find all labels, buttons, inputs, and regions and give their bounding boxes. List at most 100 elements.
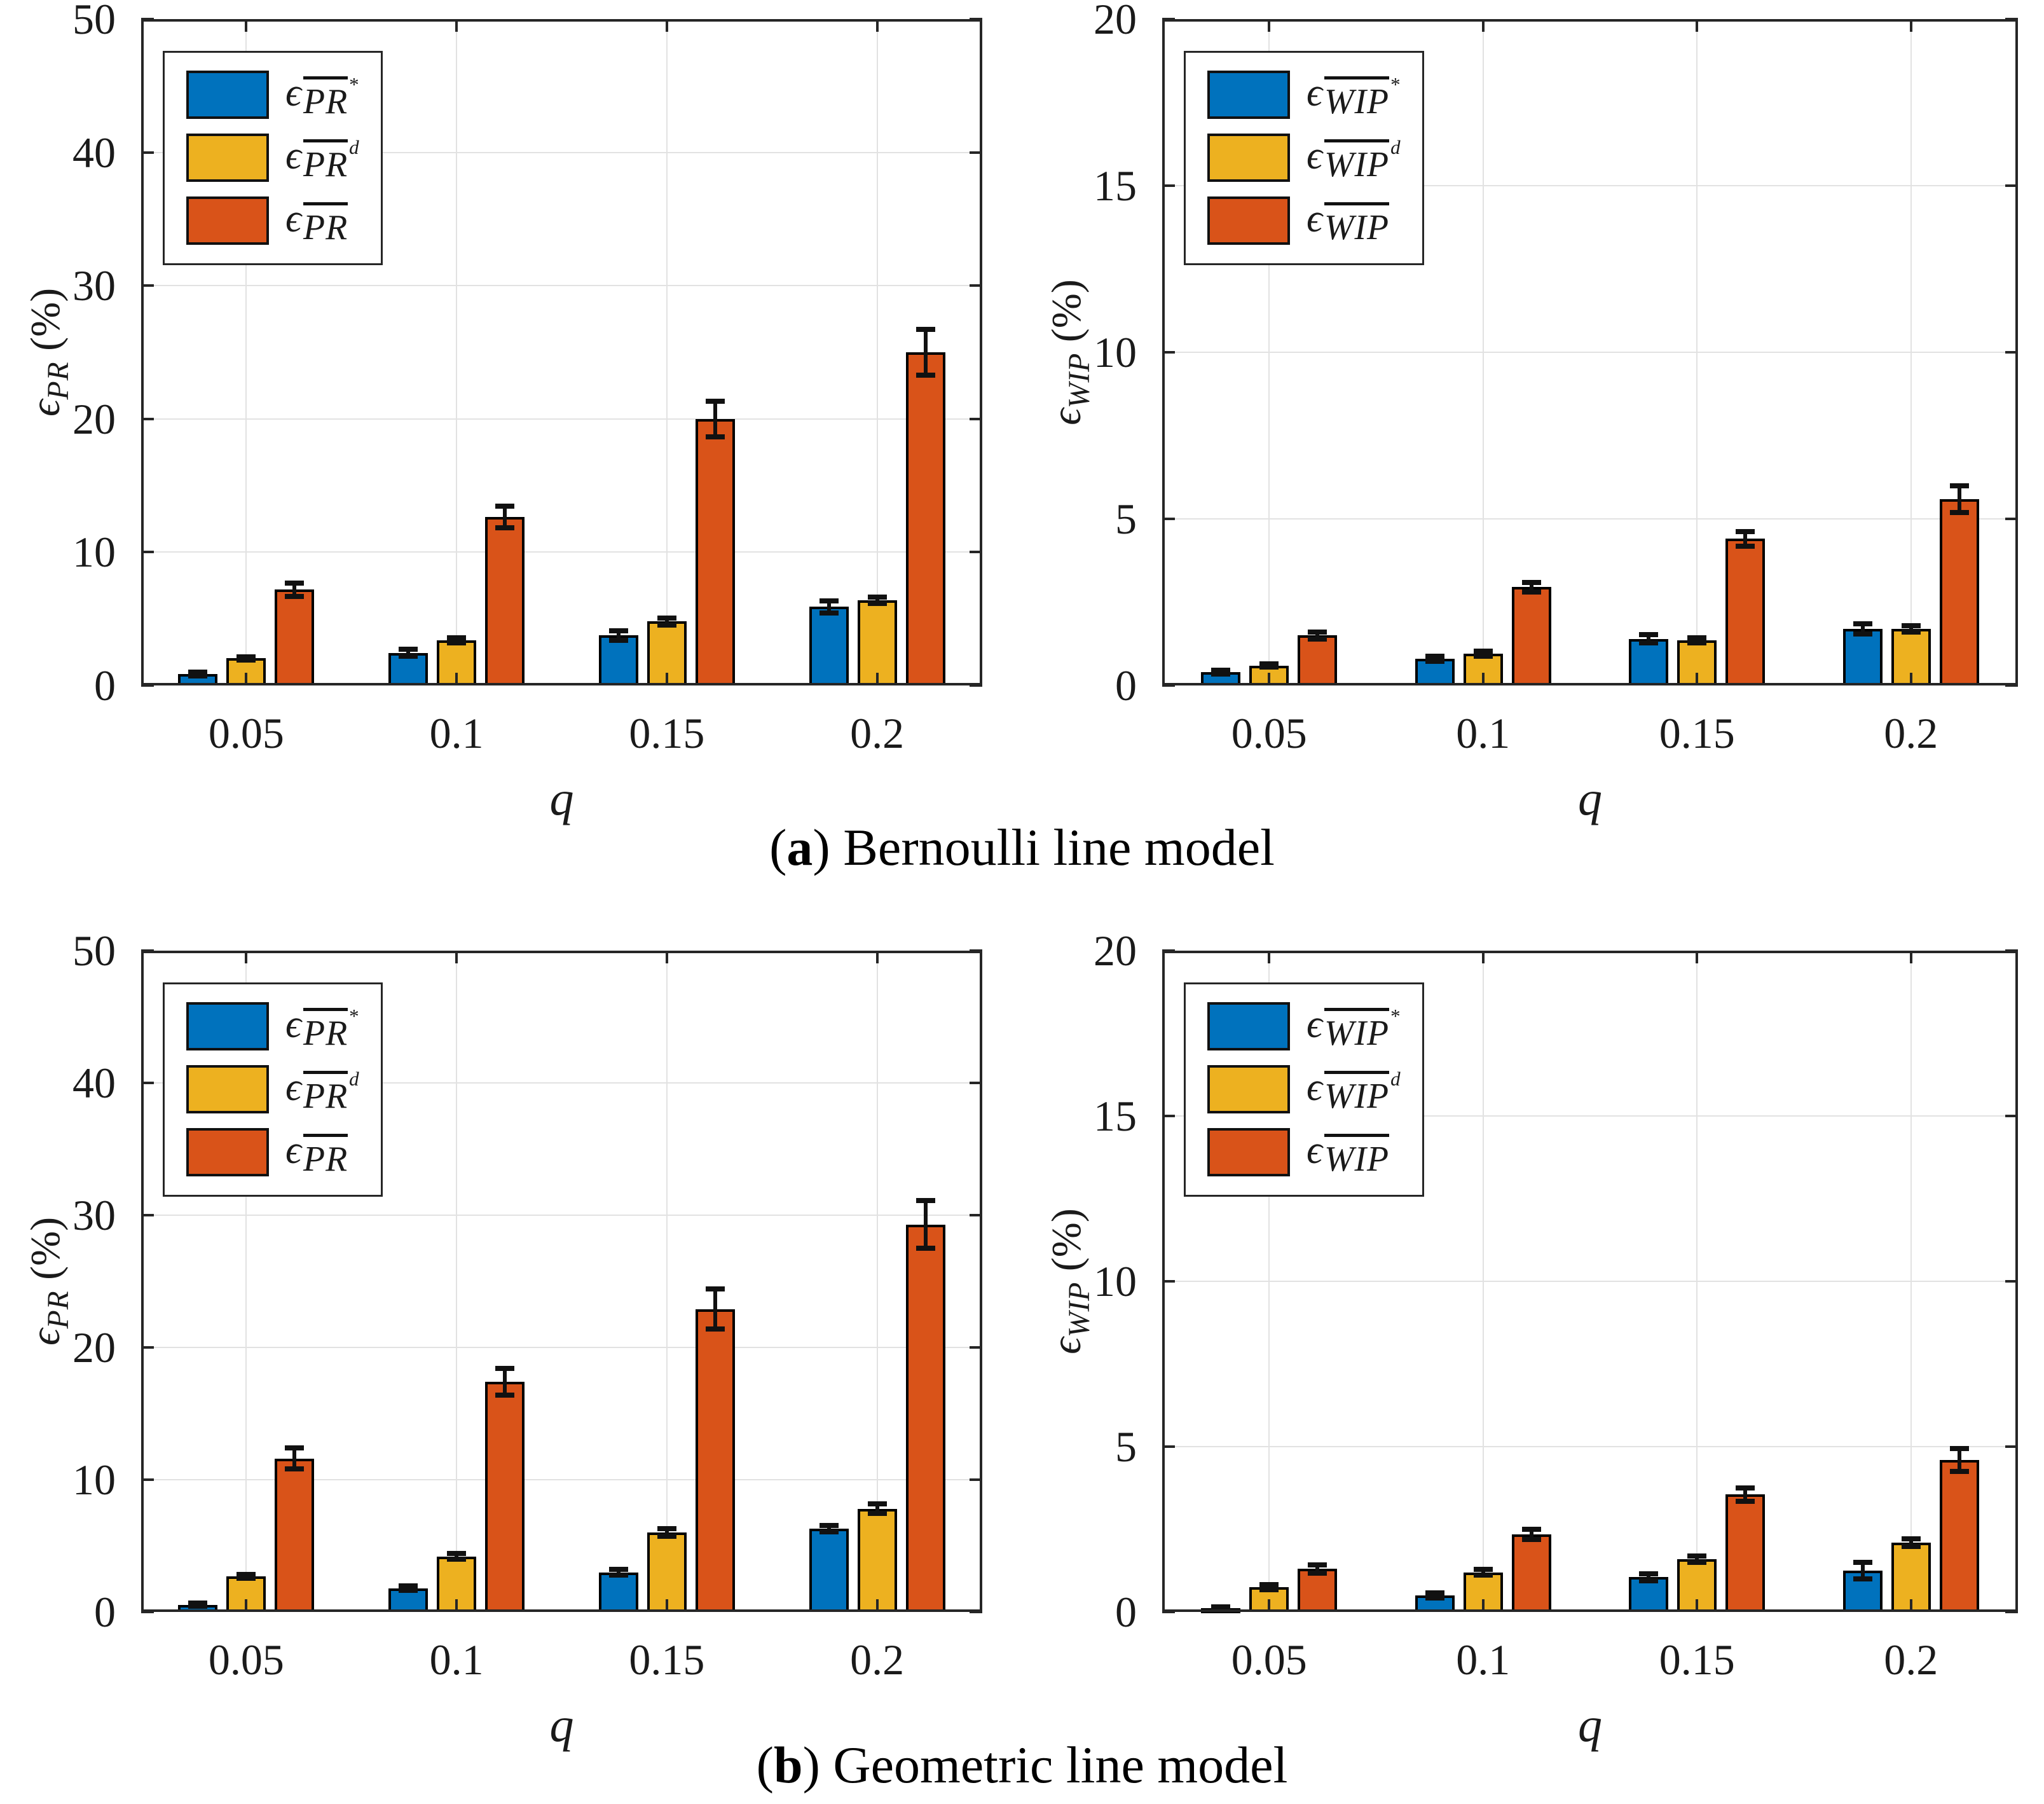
overline-subscript: WIP — [1324, 139, 1390, 184]
y-tick-label: 30 — [72, 1191, 116, 1239]
gridline-vertical — [1482, 19, 1484, 685]
error-bar-cap-bottom — [495, 1392, 515, 1398]
caption-a: (a) Bernoulli line model — [0, 816, 2044, 879]
epsilon-symbol: ϵ — [1307, 196, 1322, 240]
legend-swatch-epsilon-PR-bar — [186, 196, 269, 245]
legend-swatch-epsilon-WIP-d — [1207, 1065, 1290, 1114]
y-tick-right — [2005, 18, 2018, 20]
y-tick-right — [2005, 351, 2018, 354]
y-label-unit: (%) — [1043, 1208, 1090, 1272]
y-tick-left — [141, 1611, 154, 1613]
error-bar-cap-bottom — [1425, 1595, 1444, 1601]
bar-geometric-wip-epsilon-WIP-bar-q0.15 — [1725, 1494, 1766, 1612]
gridline-horizontal — [1162, 518, 2018, 520]
x-tick-bottom — [1268, 673, 1271, 685]
x-tick-top — [1268, 951, 1271, 963]
y-tick-left — [1162, 1115, 1175, 1117]
y-tick-right — [970, 284, 982, 287]
y-tick-right — [2005, 1445, 2018, 1448]
y-tick-label: 10 — [1094, 328, 1137, 376]
error-bar-cap-bottom — [819, 1529, 839, 1535]
epsilon-symbol: ϵ — [1307, 1003, 1322, 1046]
gridline-horizontal — [141, 551, 982, 553]
x-tick-bottom — [1481, 673, 1485, 685]
legend-label-epsilon-PR-star: ϵPR* — [285, 69, 359, 121]
epsilon-symbol: ϵ — [285, 71, 301, 114]
error-bar-cap-bottom — [447, 640, 467, 645]
y-tick-right — [970, 151, 982, 154]
error-bar-line — [664, 618, 669, 625]
bar-geometric-pr-epsilon-PR-d-q0.2 — [857, 1508, 897, 1612]
overline-subscript: PR — [303, 1071, 348, 1115]
y-tick-left — [141, 1346, 154, 1349]
error-bar-line — [1529, 582, 1533, 593]
error-bar-cap-top — [188, 670, 208, 675]
superscript: * — [349, 1004, 359, 1027]
error-bar-cap-top — [867, 594, 887, 600]
y-tick-label: 20 — [1094, 926, 1137, 975]
y-tick-right — [970, 1214, 982, 1216]
error-bar-cap-top — [447, 635, 467, 640]
x-tick-bottom — [1696, 1599, 1699, 1612]
legend-item: ϵWIP — [1207, 1127, 1401, 1178]
epsilon-symbol: ϵ — [1043, 1337, 1090, 1354]
error-bar-cap-bottom — [237, 1575, 256, 1581]
error-bar-cap-top — [1901, 623, 1921, 628]
error-bar-cap-bottom — [1521, 1536, 1541, 1542]
overline-subscript: PR — [303, 76, 348, 121]
gridline-vertical — [876, 19, 878, 685]
gridline-horizontal — [141, 1215, 982, 1216]
bar-bernoulli-pr-epsilon-PR-bar-q0.15 — [695, 418, 735, 685]
error-bar-cap-top — [399, 647, 418, 652]
error-bar-line — [616, 1569, 621, 1575]
error-bar-cap-bottom — [1949, 509, 1969, 515]
legend-geometric-wip: ϵWIP* ϵWIPd ϵWIP — [1184, 982, 1424, 1197]
error-bar-cap-top — [1901, 1536, 1921, 1541]
x-tick-top — [1696, 19, 1699, 32]
y-tick-right — [2005, 1115, 2018, 1117]
gridline-horizontal — [141, 285, 982, 287]
legend-bernoulli-wip: ϵWIP* ϵWIPd ϵWIP — [1184, 51, 1424, 265]
y-tick-left — [1162, 184, 1175, 187]
y-tick-left — [1162, 1611, 1175, 1613]
x-tick-top — [455, 19, 458, 32]
y-tick-label: 10 — [72, 528, 116, 577]
bar-bernoulli-pr-epsilon-PR-star-q0.15 — [598, 635, 638, 685]
overline-subscript: PR — [303, 139, 348, 184]
y-tick-left — [141, 284, 154, 287]
error-bar-cap-bottom — [1308, 1570, 1327, 1576]
y-tick-label: 50 — [72, 926, 116, 975]
error-bar-line — [1860, 1562, 1865, 1579]
x-tick-top — [1268, 19, 1271, 32]
error-bar-cap-top — [1425, 653, 1444, 659]
y-tick-left — [1162, 684, 1175, 687]
x-tick-label: 0.2 — [850, 1635, 905, 1684]
error-bar-cap-top — [495, 1366, 515, 1372]
x-tick-top — [875, 19, 879, 32]
y-tick-right — [2005, 518, 2018, 520]
bar-bernoulli-wip-epsilon-WIP-star-q0.15 — [1629, 638, 1669, 685]
gridline-vertical — [1910, 19, 1912, 685]
y-tick-right — [2005, 949, 2018, 952]
error-bar-cap-top — [1211, 667, 1231, 673]
epsilon-symbol: ϵ — [285, 1065, 301, 1109]
legend-item: ϵPR — [186, 195, 359, 247]
y-tick-right — [2005, 1280, 2018, 1283]
bar-bernoulli-pr-epsilon-PR-d-q0.2 — [857, 600, 897, 685]
gridline-horizontal — [141, 151, 982, 153]
error-bar-cap-top — [819, 1522, 839, 1528]
bar-geometric-pr-epsilon-PR-bar-q0.15 — [695, 1309, 735, 1612]
bar-bernoulli-pr-epsilon-PR-bar-q0.2 — [905, 352, 945, 685]
y-tick-left — [141, 151, 154, 154]
error-bar-cap-bottom — [1308, 636, 1327, 642]
x-tick-label: 0.15 — [1659, 1635, 1735, 1684]
error-bar-cap-bottom — [188, 673, 208, 679]
error-bar-line — [1481, 651, 1485, 657]
legend-item: ϵWIP — [1207, 195, 1401, 247]
y-tick-right — [2005, 684, 2018, 687]
error-bar-cap-top — [1308, 630, 1327, 635]
caption-b-text: ) Geometric line model — [802, 1736, 1288, 1794]
y-tick-label: 50 — [72, 0, 116, 43]
